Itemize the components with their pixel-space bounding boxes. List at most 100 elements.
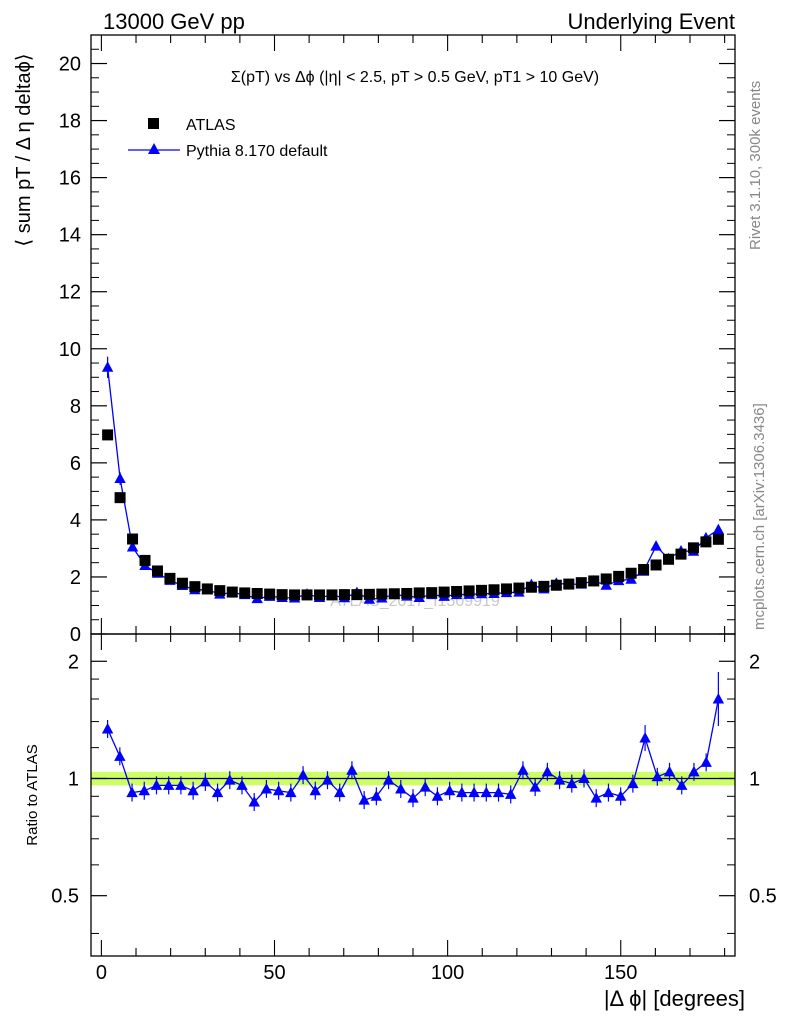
ratio-point (358, 794, 370, 805)
ratio-point (187, 784, 199, 796)
atlas-point (663, 553, 675, 565)
main-y-tick-label: 6 (70, 453, 81, 475)
atlas-point (388, 588, 400, 600)
x-tick-label: 0 (96, 962, 107, 984)
ratio-point (321, 774, 334, 785)
pythia-point (126, 541, 139, 552)
ratio-point (138, 784, 150, 796)
ratio-point (614, 790, 627, 801)
atlas-point (413, 587, 425, 599)
ratio-point (505, 788, 517, 799)
ratio-point (297, 769, 309, 780)
atlas-point (476, 584, 488, 596)
atlas-point (326, 589, 338, 601)
rivet-version-label: Rivet 3.1.10, 300k events (747, 81, 764, 250)
atlas-point (176, 577, 188, 589)
ratio-x-axis: 0 50 100 150 (96, 634, 726, 984)
ratio-y-tick-label-right: 1 (749, 768, 760, 790)
main-y-axis-label: ⟨ sum pT / Δ η deltaϕ⟩ (13, 53, 35, 246)
ratio-point (395, 782, 407, 794)
ratio-point (431, 790, 444, 801)
atlas-point (675, 548, 687, 560)
x-tick-label: 100 (431, 962, 464, 984)
atlas-point (525, 581, 537, 593)
atlas-point (638, 564, 650, 576)
atlas-point (264, 588, 276, 600)
ratio-point (676, 779, 688, 790)
legend-atlas-label: ATLAS (186, 117, 236, 134)
atlas-point (127, 533, 139, 545)
ratio-point (382, 774, 395, 785)
atlas-point (513, 582, 525, 594)
ratio-point (602, 786, 615, 798)
ratio-point (456, 786, 468, 798)
atlas-point (463, 585, 475, 597)
pythia-line (106, 367, 719, 600)
atlas-point (276, 589, 288, 601)
atlas-point (550, 579, 562, 591)
ratio-line (107, 698, 720, 804)
main-x-axis-ticks (100, 35, 726, 634)
x-tick-label: 50 (263, 962, 285, 984)
atlas-point (164, 572, 176, 584)
ratio-point (199, 775, 212, 787)
ratio-point (443, 784, 456, 796)
atlas-point (102, 429, 114, 441)
atlas-point (588, 575, 600, 587)
ratio-point (162, 779, 175, 790)
ratio-point (541, 765, 554, 777)
main-y-tick-label: 2 (70, 567, 81, 589)
main-y-tick-label: 0 (70, 624, 81, 646)
main-y-tick-label: 4 (70, 510, 81, 532)
x-tick-label: 150 (604, 962, 637, 984)
ratio-point (285, 786, 297, 798)
atlas-point (438, 586, 450, 598)
pythia-point (114, 472, 126, 484)
ratio-y-tick-label-right: 0.5 (749, 886, 777, 908)
pythia-point (712, 523, 725, 535)
atlas-point (376, 588, 388, 600)
ratio-point (114, 750, 126, 761)
ratio-point (211, 786, 224, 798)
ratio-point (334, 786, 346, 798)
main-y-tick-label: 8 (70, 396, 81, 418)
ratio-point (566, 777, 578, 789)
atlas-point (613, 570, 625, 582)
atlas-point (687, 542, 699, 554)
ratio-point (529, 781, 541, 792)
header-left: 13000 GeV pp (103, 9, 245, 34)
ratio-point (517, 764, 529, 775)
ratio-data-layer (101, 672, 725, 812)
ratio-point (688, 765, 700, 777)
atlas-point (426, 587, 438, 599)
legend: ATLAS Pythia 8.170 default (128, 117, 328, 160)
ratio-y-tick-label: 1 (68, 768, 79, 790)
atlas-point (351, 589, 363, 601)
atlas-point (338, 589, 350, 601)
ratio-point (639, 732, 651, 743)
ratio-point (260, 782, 273, 794)
x-axis-label: |Δ ϕ| [degrees] (604, 986, 745, 1011)
ratio-point (480, 786, 492, 798)
pythia-point (101, 361, 114, 372)
mcplots-label: mcplots.cern.ch [arXiv:1306.3436] (751, 403, 768, 630)
ratio-point (663, 765, 676, 777)
atlas-point (239, 587, 251, 599)
atlas-point (114, 492, 126, 504)
atlas-point (139, 554, 151, 566)
main-y-tick-label: 12 (59, 282, 81, 304)
atlas-point (650, 559, 662, 571)
legend-atlas-marker (148, 118, 159, 129)
atlas-point (500, 583, 512, 595)
ratio-point (370, 790, 383, 801)
atlas-point (488, 584, 500, 596)
ratio-point (651, 770, 664, 782)
ratio-panel: 0.5 0.5 1 1 2 2 0 50 100 150 Ratio to ATLAS |Δ ϕ… (24, 633, 777, 1011)
ratio-point (553, 774, 566, 785)
atlas-point (538, 580, 550, 592)
legend-pythia-marker (148, 143, 160, 154)
atlas-point (563, 578, 575, 590)
atlas-point (363, 588, 375, 600)
